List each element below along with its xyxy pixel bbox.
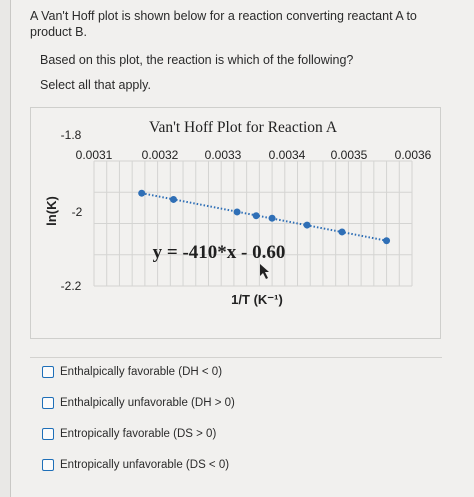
data-point [303,221,311,229]
checkbox-entropically-favorable[interactable] [42,428,54,440]
trendline [141,192,387,242]
option-label: Enthalpically favorable (DH < 0) [60,366,223,378]
data-point [233,208,241,216]
y-tick-label: -2 [72,205,83,219]
question-text-line-1: A Van't Hoff plot is shown below for a r… [30,9,417,23]
option-enthalpically-favorable[interactable]: Enthalpically favorable (DH < 0) [42,363,222,381]
x-axis-label: 1/T (K⁻¹) [231,292,283,307]
x-tick-label: 0.0032 [142,148,179,162]
x-tick-label: 0.0036 [395,148,432,162]
divider-top [30,357,442,358]
x-tick-label: 0.0034 [269,148,306,162]
option-enthalpically-unfavorable[interactable]: Enthalpically unfavorable (DH > 0) [42,394,235,412]
data-point [252,212,260,220]
question-prompt: Based on this plot, the reaction is whic… [40,53,354,67]
select-all-instruction: Select all that apply. [40,78,151,92]
checkbox-entropically-unfavorable[interactable] [42,459,54,471]
y-tick-label: -2.2 [61,279,82,293]
option-entropically-favorable[interactable]: Entropically favorable (DS > 0) [42,425,216,443]
option-label: Entropically unfavorable (DS < 0) [60,459,230,471]
chart-title: Van't Hoff Plot for Reaction A [149,119,338,136]
data-point [338,228,346,236]
checkbox-enthalpically-favorable[interactable] [42,366,54,378]
vant-hoff-plot-image: Van't Hoff Plot for Reaction A 0.0031 0.00… [30,107,441,339]
x-tick-label: 0.0033 [205,148,242,162]
y-axis-label: ln(K) [44,196,59,226]
trendline-equation: y = -410*x - 0.60 [153,242,286,263]
cursor-icon [260,264,269,279]
y-tick-label: -1.8 [61,128,82,142]
data-point [268,214,276,222]
question-text-line-2: product B. [30,25,87,39]
x-tick-label: 0.0035 [331,148,368,162]
vant-hoff-chart: Van't Hoff Plot for Reaction A 0.0031 0.00… [44,119,432,307]
checkbox-enthalpically-unfavorable[interactable] [42,397,54,409]
option-label: Entropically favorable (DS > 0) [60,428,217,440]
data-point [383,237,391,245]
data-point [170,195,177,203]
data-point [138,189,146,197]
option-label: Enthalpically unfavorable (DH > 0) [60,397,235,409]
x-tick-label: 0.0031 [76,148,113,162]
option-entropically-unfavorable[interactable]: Entropically unfavorable (DS < 0) [42,456,229,474]
